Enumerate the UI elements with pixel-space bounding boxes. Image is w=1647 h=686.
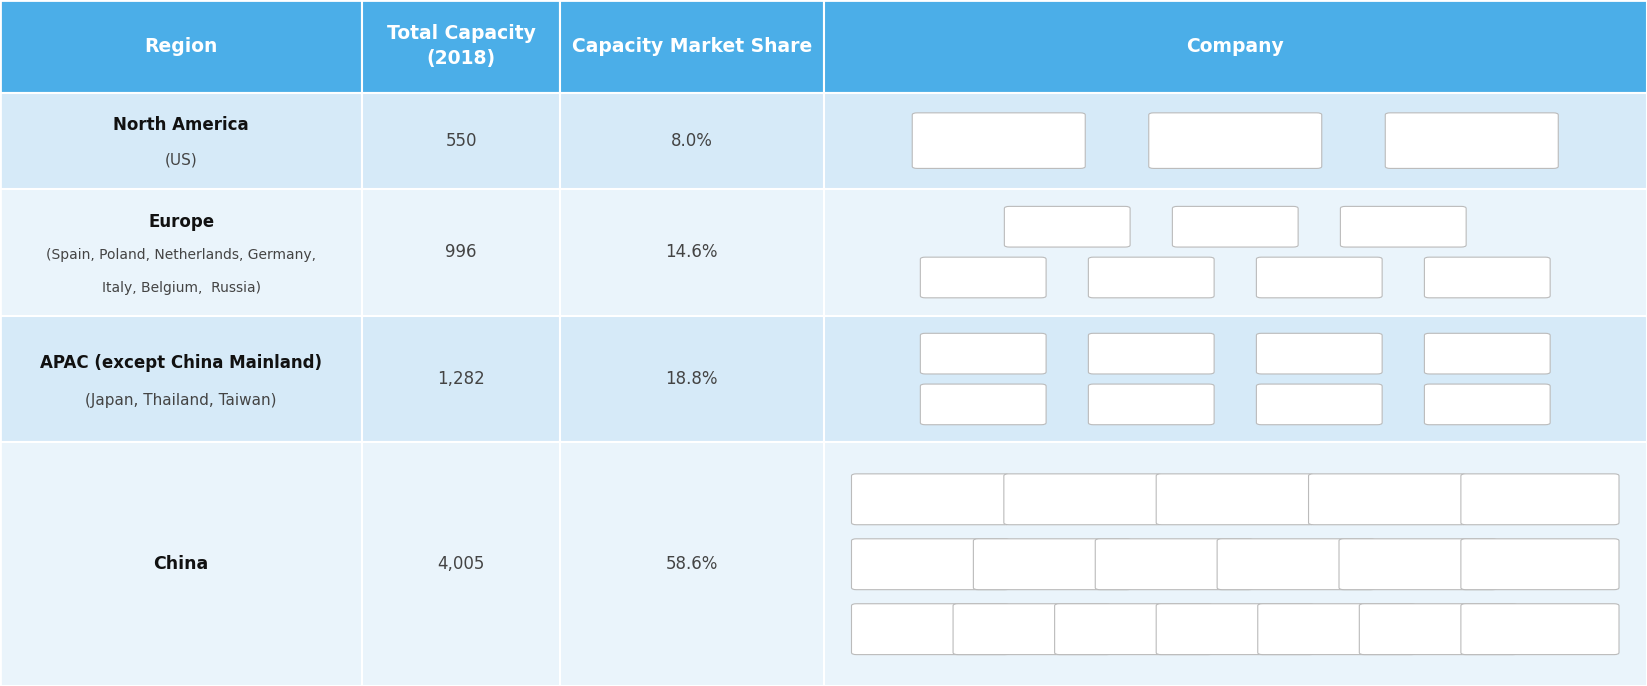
Bar [0,189,362,316]
Text: 1,282: 1,282 [438,370,484,388]
Bar [824,189,1647,316]
FancyBboxPatch shape [1054,604,1212,654]
FancyBboxPatch shape [1005,206,1130,247]
FancyBboxPatch shape [973,539,1131,590]
Bar [560,0,824,93]
FancyBboxPatch shape [1308,474,1467,525]
Bar [560,316,824,442]
Text: Italy, Belgium,  Russia): Italy, Belgium, Russia) [102,281,260,295]
Text: Company: Company [1186,37,1285,56]
FancyBboxPatch shape [851,539,1010,590]
Bar [362,0,560,93]
FancyBboxPatch shape [1089,384,1214,425]
Bar [824,316,1647,442]
Text: Capacity Market Share: Capacity Market Share [572,37,812,56]
Text: China: China [153,555,209,573]
FancyBboxPatch shape [1156,474,1314,525]
FancyBboxPatch shape [921,257,1046,298]
FancyBboxPatch shape [921,333,1046,374]
FancyBboxPatch shape [1341,206,1466,247]
FancyBboxPatch shape [1359,604,1517,654]
Bar [362,316,560,442]
FancyBboxPatch shape [1425,333,1550,374]
Text: 550: 550 [445,132,478,150]
Text: 996: 996 [445,243,478,261]
Bar [362,189,560,316]
Bar [0,316,362,442]
Bar [362,93,560,189]
Bar [0,93,362,189]
Text: 58.6%: 58.6% [665,555,718,573]
Bar [0,0,362,93]
FancyBboxPatch shape [1217,539,1375,590]
Bar [560,93,824,189]
FancyBboxPatch shape [1425,384,1550,425]
FancyBboxPatch shape [954,604,1112,654]
Text: 18.8%: 18.8% [665,370,718,388]
Text: Total Capacity
(2018): Total Capacity (2018) [387,24,535,69]
FancyBboxPatch shape [1425,257,1550,298]
FancyBboxPatch shape [1156,604,1314,654]
FancyBboxPatch shape [1339,539,1497,590]
Bar [362,442,560,686]
FancyBboxPatch shape [1089,257,1214,298]
Text: Europe: Europe [148,213,214,230]
Text: (Japan, Thailand, Taiwan): (Japan, Thailand, Taiwan) [86,393,277,408]
Text: (Spain, Poland, Netherlands, Germany,: (Spain, Poland, Netherlands, Germany, [46,248,316,261]
FancyBboxPatch shape [1257,333,1382,374]
Bar [560,189,824,316]
Text: Region: Region [145,37,217,56]
Text: APAC (except China Mainland): APAC (except China Mainland) [40,353,323,372]
Text: 14.6%: 14.6% [665,243,718,261]
Text: 4,005: 4,005 [438,555,484,573]
Text: (US): (US) [165,152,198,167]
Bar [824,93,1647,189]
Bar [560,442,824,686]
FancyBboxPatch shape [1257,384,1382,425]
Text: 8.0%: 8.0% [670,132,713,150]
FancyBboxPatch shape [1257,257,1382,298]
FancyBboxPatch shape [1461,539,1619,590]
FancyBboxPatch shape [1385,113,1558,169]
FancyBboxPatch shape [1461,604,1619,654]
FancyBboxPatch shape [1095,539,1253,590]
FancyBboxPatch shape [1461,474,1619,525]
Bar [0,442,362,686]
FancyBboxPatch shape [912,113,1085,169]
Bar [824,0,1647,93]
FancyBboxPatch shape [921,384,1046,425]
FancyBboxPatch shape [1173,206,1298,247]
Text: North America: North America [114,116,249,134]
FancyBboxPatch shape [851,474,1010,525]
Bar [824,442,1647,686]
FancyBboxPatch shape [1258,604,1416,654]
FancyBboxPatch shape [1148,113,1323,169]
FancyBboxPatch shape [1003,474,1163,525]
FancyBboxPatch shape [1089,333,1214,374]
FancyBboxPatch shape [851,604,1010,654]
